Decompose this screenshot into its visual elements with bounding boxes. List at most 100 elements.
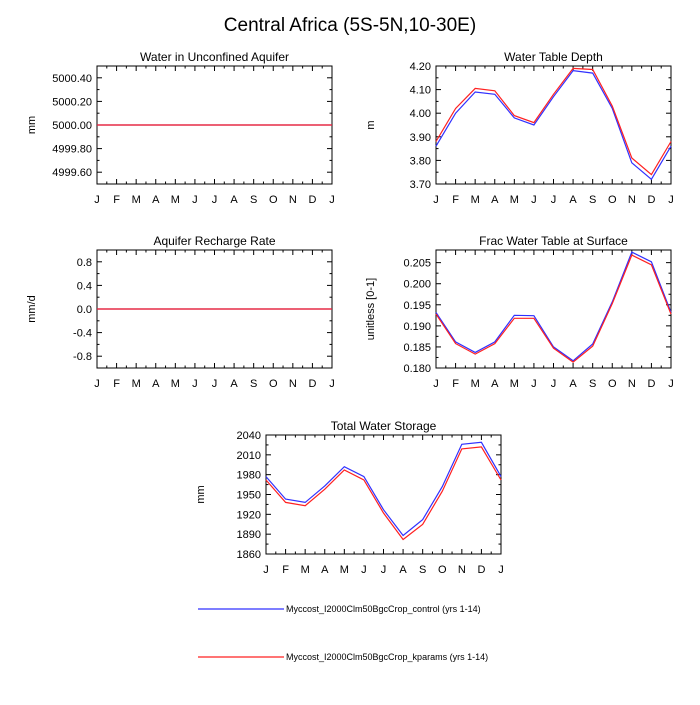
- panel-title: Frac Water Table at Surface: [479, 234, 628, 248]
- x-tick-label: F: [113, 194, 120, 206]
- y-axis-label: mm: [195, 485, 207, 503]
- x-tick-label: J: [212, 378, 218, 390]
- x-tick-label: M: [171, 194, 180, 206]
- x-tick-label: J: [263, 564, 269, 576]
- y-tick-label: 4.20: [410, 61, 431, 73]
- legend-label: Myccost_I2000Clm50BgcCrop_kparams (yrs 1…: [286, 652, 488, 662]
- panel-title: Water Table Depth: [504, 50, 603, 64]
- x-tick-label: A: [399, 564, 407, 576]
- x-tick-label: D: [308, 378, 316, 390]
- y-tick-label: 0.4: [77, 280, 92, 292]
- x-tick-label: J: [361, 564, 367, 576]
- x-tick-label: D: [477, 564, 485, 576]
- y-tick-label: 0.195: [403, 300, 431, 312]
- y-tick-label: 0.200: [403, 279, 431, 291]
- x-tick-label: J: [192, 194, 198, 206]
- x-tick-label: M: [132, 378, 141, 390]
- x-tick-label: F: [452, 378, 459, 390]
- x-tick-label: A: [230, 378, 238, 390]
- x-tick-label: N: [289, 194, 297, 206]
- x-tick-label: J: [192, 378, 198, 390]
- x-tick-label: O: [438, 564, 447, 576]
- y-tick-label: 2010: [237, 450, 261, 462]
- x-tick-label: A: [230, 194, 238, 206]
- series-line-kparams: [265, 446, 502, 541]
- x-tick-label: J: [94, 378, 100, 390]
- x-tick-label: N: [628, 194, 636, 206]
- x-tick-label: J: [498, 564, 504, 576]
- x-tick-label: J: [551, 194, 557, 206]
- x-tick-label: J: [329, 378, 335, 390]
- x-tick-label: J: [551, 378, 557, 390]
- y-tick-label: 4.10: [410, 85, 431, 97]
- y-tick-label: 0.0: [77, 304, 92, 316]
- y-tick-label: 0.190: [403, 321, 431, 333]
- y-tick-label: 0.185: [403, 342, 431, 354]
- y-tick-label: 4999.80: [52, 144, 92, 156]
- x-tick-label: O: [269, 378, 278, 390]
- y-tick-label: 5000.20: [52, 96, 92, 108]
- x-tick-label: N: [289, 378, 297, 390]
- series-line-control: [265, 441, 502, 537]
- y-tick-label: 3.70: [410, 179, 431, 191]
- y-axis-label: mm/d: [26, 295, 38, 323]
- panel-title: Aquifer Recharge Rate: [153, 234, 275, 248]
- x-tick-label: A: [569, 194, 577, 206]
- x-tick-label: F: [282, 564, 289, 576]
- x-tick-label: D: [647, 378, 655, 390]
- x-tick-label: M: [471, 378, 480, 390]
- x-tick-label: J: [668, 194, 674, 206]
- series-line-kparams: [435, 254, 672, 363]
- x-tick-label: J: [433, 378, 439, 390]
- x-tick-label: A: [321, 564, 329, 576]
- x-tick-label: J: [433, 194, 439, 206]
- y-tick-label: 0.180: [403, 363, 431, 375]
- x-tick-label: N: [628, 378, 636, 390]
- y-tick-label: 5000.00: [52, 120, 92, 132]
- x-tick-label: N: [458, 564, 466, 576]
- y-tick-label: 5000.40: [52, 73, 92, 85]
- x-tick-label: M: [471, 194, 480, 206]
- y-tick-label: 2040: [237, 430, 261, 442]
- panel-title: Water in Unconfined Aquifer: [140, 50, 289, 64]
- y-tick-label: 3.80: [410, 155, 431, 167]
- x-tick-label: J: [531, 378, 537, 390]
- x-tick-label: A: [152, 194, 160, 206]
- legend-label: Myccost_I2000Clm50BgcCrop_control (yrs 1…: [286, 604, 481, 614]
- x-tick-label: M: [132, 194, 141, 206]
- x-tick-label: M: [510, 194, 519, 206]
- x-tick-label: A: [491, 378, 499, 390]
- y-tick-label: 0.205: [403, 258, 431, 270]
- figure-title: Central Africa (5S-5N,10-30E): [224, 15, 476, 36]
- x-tick-label: S: [589, 378, 596, 390]
- x-tick-label: M: [171, 378, 180, 390]
- series-line-control: [435, 251, 672, 362]
- y-tick-label: 1980: [237, 470, 261, 482]
- y-tick-label: 0.8: [77, 257, 92, 269]
- x-tick-label: J: [381, 564, 387, 576]
- x-tick-label: O: [608, 378, 617, 390]
- x-tick-label: A: [569, 378, 577, 390]
- y-tick-label: -0.4: [73, 328, 92, 340]
- y-tick-label: 1860: [237, 549, 261, 561]
- x-tick-label: O: [269, 194, 278, 206]
- x-tick-label: J: [531, 194, 537, 206]
- x-tick-label: S: [589, 194, 596, 206]
- y-axis-label: m: [365, 120, 377, 129]
- x-tick-label: J: [212, 194, 218, 206]
- x-tick-label: O: [608, 194, 617, 206]
- x-tick-label: D: [647, 194, 655, 206]
- x-tick-label: A: [152, 378, 160, 390]
- series-line-control: [435, 70, 672, 181]
- x-tick-label: M: [301, 564, 310, 576]
- x-tick-label: J: [329, 194, 335, 206]
- x-tick-label: S: [419, 564, 426, 576]
- series-line-kparams: [435, 67, 672, 176]
